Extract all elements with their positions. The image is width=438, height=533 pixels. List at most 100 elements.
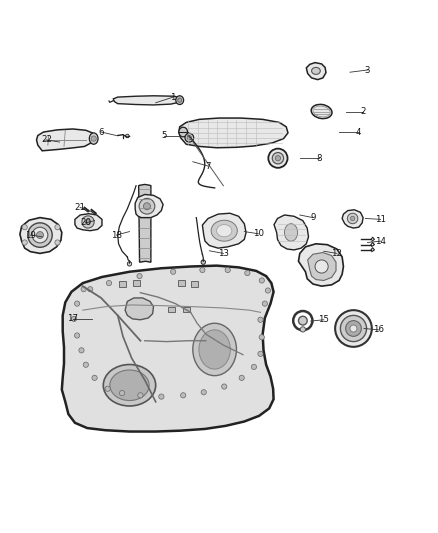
Ellipse shape [176,96,184,104]
Polygon shape [135,195,163,217]
Bar [168,306,175,312]
Ellipse shape [285,224,297,241]
Circle shape [201,390,206,395]
Circle shape [335,310,372,347]
Circle shape [55,240,60,245]
Circle shape [245,270,250,276]
Circle shape [265,288,271,293]
Text: 6: 6 [99,127,104,136]
Polygon shape [306,62,326,79]
Text: 11: 11 [375,215,386,224]
Circle shape [79,348,84,353]
Text: 12: 12 [332,249,343,258]
Circle shape [32,227,48,243]
Bar [120,281,127,287]
Circle shape [180,393,186,398]
Circle shape [350,216,355,221]
Circle shape [127,262,132,266]
Text: 13: 13 [218,249,229,258]
Text: 21: 21 [74,203,86,212]
Circle shape [137,273,142,279]
Circle shape [346,321,361,336]
Circle shape [71,316,77,321]
Circle shape [170,269,176,274]
Bar [183,306,190,312]
Circle shape [347,213,358,224]
Polygon shape [75,214,102,231]
Circle shape [259,278,265,283]
Circle shape [200,268,205,272]
Circle shape [259,335,265,340]
Circle shape [81,287,86,292]
Ellipse shape [179,127,187,137]
Ellipse shape [103,365,155,406]
Circle shape [262,301,268,306]
Circle shape [300,327,305,332]
Polygon shape [36,129,96,151]
Ellipse shape [199,330,230,369]
Text: 9: 9 [310,213,315,222]
Ellipse shape [311,104,332,119]
Circle shape [126,134,129,138]
Bar [133,280,140,286]
Ellipse shape [110,370,149,400]
Polygon shape [62,265,274,432]
Polygon shape [113,96,182,105]
Circle shape [28,223,52,247]
Circle shape [268,149,288,168]
Circle shape [22,240,27,245]
Text: 15: 15 [318,315,329,324]
Circle shape [298,316,307,325]
Circle shape [340,316,367,342]
Circle shape [187,135,191,140]
Circle shape [258,351,263,357]
Circle shape [82,216,94,228]
Ellipse shape [178,98,182,102]
Circle shape [159,394,164,399]
Circle shape [272,152,284,164]
Polygon shape [342,210,363,228]
Circle shape [85,220,91,224]
Circle shape [139,198,155,214]
Text: 19: 19 [25,231,36,239]
Text: 18: 18 [111,231,122,239]
Circle shape [36,231,43,239]
Circle shape [105,386,110,391]
Circle shape [258,317,263,322]
Text: 17: 17 [67,314,78,324]
Text: 22: 22 [41,135,52,144]
Polygon shape [20,217,62,253]
Polygon shape [139,184,151,262]
Circle shape [144,203,150,210]
Ellipse shape [193,323,237,376]
Text: 4: 4 [356,127,361,136]
Text: 3: 3 [365,66,370,75]
Circle shape [239,375,244,381]
Circle shape [106,280,112,286]
Circle shape [185,133,194,142]
Polygon shape [125,298,153,320]
Polygon shape [298,244,343,286]
Circle shape [276,156,281,161]
Text: 16: 16 [373,325,384,334]
Circle shape [74,301,80,306]
Circle shape [138,393,143,398]
Circle shape [83,362,88,367]
Text: 8: 8 [317,154,322,163]
Ellipse shape [211,220,237,241]
Polygon shape [202,213,246,248]
Circle shape [88,287,93,292]
Circle shape [92,375,97,381]
Ellipse shape [311,67,320,75]
Circle shape [222,384,227,389]
Text: 2: 2 [360,107,366,116]
Circle shape [74,333,80,338]
Circle shape [55,224,60,230]
Polygon shape [179,118,288,148]
Circle shape [251,364,257,369]
Text: 14: 14 [375,237,386,246]
Text: 20: 20 [80,219,92,228]
Circle shape [225,268,230,272]
Circle shape [315,260,328,273]
Ellipse shape [217,224,232,237]
